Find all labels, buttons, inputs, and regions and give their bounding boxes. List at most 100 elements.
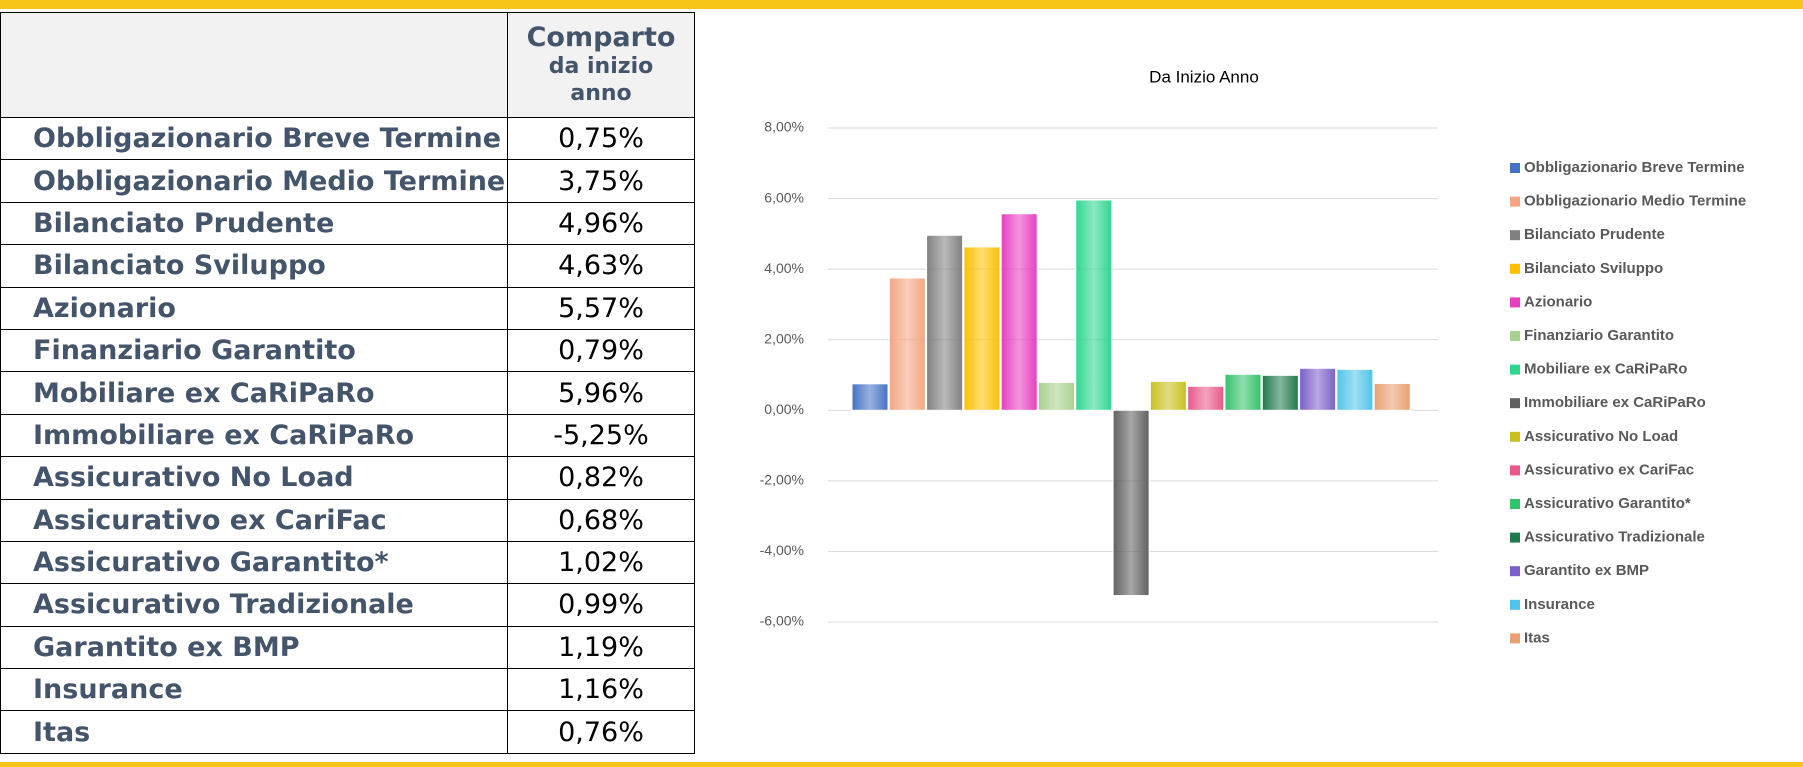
bar (1149, 380, 1187, 411)
table-row: Azionario 5,57% (0, 286, 695, 330)
bar (1224, 373, 1262, 411)
bar (888, 277, 926, 411)
table-row: Bilanciato Sviluppo 4,63% (0, 244, 695, 288)
legend-label: Assicurativo Garantito* (1524, 495, 1691, 512)
legend-label: Assicurativo Tradizionale (1524, 529, 1705, 546)
name-cell: Bilanciato Sviluppo (0, 244, 508, 288)
legend-swatch (1510, 633, 1520, 644)
table-row: Obbligazionario Medio Termine 3,75% (0, 159, 695, 203)
legend-swatch (1510, 599, 1520, 610)
legend-swatch (1510, 230, 1520, 241)
legend-label: Insurance (1524, 596, 1595, 613)
value-cell: 1,19% (507, 625, 695, 670)
value-cell: 1,16% (507, 668, 695, 712)
y-tick-label: 0,00% (764, 401, 804, 417)
name-cell: Insurance (0, 668, 508, 712)
name-cell: Assicurativo No Load (0, 456, 508, 500)
chart-title: Da Inizio Anno (1149, 67, 1259, 86)
value-cell: 5,96% (507, 371, 695, 415)
chart: Da Inizio Anno -6,00% -4,00% -2,00% 0,00% 2,… (760, 67, 1747, 646)
table-row: Immobiliare ex CaRiPaRo -5,25% (0, 413, 695, 458)
value-cell: 0,82% (507, 456, 695, 500)
bar (1187, 385, 1225, 411)
bar (1000, 213, 1038, 411)
y-tick-label: 8,00% (764, 119, 804, 135)
bar (1038, 381, 1075, 411)
table-row: Assicurativo Garantito* 1,02% (0, 540, 695, 585)
table-row: Garantito ex BMP 1,19% (0, 625, 695, 670)
name-cell: Assicurativo ex CariFac (0, 498, 508, 542)
bar (1075, 199, 1113, 411)
bottom-border (0, 762, 1803, 767)
name-cell: Obbligazionario Breve Termine (0, 116, 508, 161)
value-cell: 5,57% (507, 286, 695, 330)
y-tick-label: 2,00% (764, 330, 804, 346)
table-body: Comparto da inizio anno Obbligazionario B… (0, 12, 695, 754)
header-row: Comparto da inizio anno (0, 12, 695, 118)
legend-swatch (1510, 566, 1520, 577)
bar (1112, 409, 1150, 597)
table-row: Finanziario Garantito 0,79% (0, 328, 695, 373)
name-cell: Garantito ex BMP (0, 625, 508, 670)
y-tick-label: 6,00% (764, 189, 804, 205)
header-title: Comparto (526, 22, 676, 53)
bar (1299, 367, 1337, 411)
legend-label: Bilanciato Sviluppo (1524, 260, 1663, 277)
header-cell: Comparto da inizio anno (507, 12, 695, 118)
table-row: Assicurativo Tradizionale 0,99% (0, 583, 695, 627)
y-tick-label: -2,00% (760, 472, 804, 488)
name-cell: Mobiliare ex CaRiPaRo (0, 371, 508, 415)
value-cell: 4,63% (507, 244, 695, 288)
value-cell: 0,76% (507, 710, 695, 754)
table-row: Mobiliare ex CaRiPaRo 5,96% (0, 371, 695, 415)
legend-swatch (1510, 263, 1520, 274)
legend-swatch (1510, 196, 1520, 207)
legend-label: Immobiliare ex CaRiPaRo (1524, 394, 1706, 411)
bar (1336, 368, 1374, 411)
y-tick-label: 4,00% (764, 260, 804, 276)
value-cell: 3,75% (507, 159, 695, 203)
legend-label: Assicurativo No Load (1524, 428, 1678, 445)
value-cell: 1,02% (507, 540, 695, 585)
value-cell: 0,75% (507, 116, 695, 161)
legend-swatch (1510, 499, 1520, 509)
legend-swatch (1510, 532, 1520, 543)
legend-label: Obbligazionario Medio Termine (1524, 193, 1746, 210)
legend-swatch (1510, 163, 1520, 173)
legend-label: Bilanciato Prudente (1524, 226, 1665, 243)
name-cell: Bilanciato Prudente (0, 201, 508, 246)
legend-swatch (1510, 431, 1520, 442)
table-row: Itas 0,76% (0, 710, 695, 754)
legend-swatch (1510, 364, 1520, 375)
legend-label: Mobiliare ex CaRiPaRo (1524, 361, 1687, 378)
legend-label: Finanziario Garantito (1524, 327, 1674, 344)
table-row: Bilanciato Prudente 4,96% (0, 201, 695, 246)
legend-swatch (1510, 331, 1520, 341)
table-row: Assicurativo ex CariFac 0,68% (0, 498, 695, 542)
name-cell: Assicurativo Garantito* (0, 540, 508, 585)
name-cell: Obbligazionario Medio Termine (0, 159, 508, 203)
value-cell: 4,96% (507, 201, 695, 246)
y-tick-label: -4,00% (760, 542, 804, 558)
legend-label: Garantito ex BMP (1524, 562, 1649, 579)
table-row: Insurance 1,16% (0, 668, 695, 712)
value-cell: 0,99% (507, 583, 695, 627)
top-border (0, 0, 1803, 9)
legend-label: Itas (1524, 629, 1550, 646)
name-cell: Itas (0, 710, 508, 754)
value-cell: -5,25% (507, 413, 695, 458)
header-blank (0, 12, 508, 118)
legend-label: Obbligazionario Breve Termine (1524, 159, 1745, 176)
name-cell: Immobiliare ex CaRiPaRo (0, 413, 508, 458)
value-cell: 0,68% (507, 498, 695, 542)
name-cell: Assicurativo Tradizionale (0, 583, 508, 627)
legend-label: Azionario (1524, 293, 1592, 310)
table-row: Assicurativo No Load 0,82% (0, 456, 695, 500)
legend-swatch (1510, 398, 1520, 409)
bar (963, 246, 1001, 411)
legend-label: Assicurativo ex CariFac (1524, 461, 1694, 478)
value-cell: 0,79% (507, 328, 695, 373)
returns-table: Comparto da inizio anno Obbligazionario B… (0, 12, 695, 754)
bar (851, 383, 889, 411)
